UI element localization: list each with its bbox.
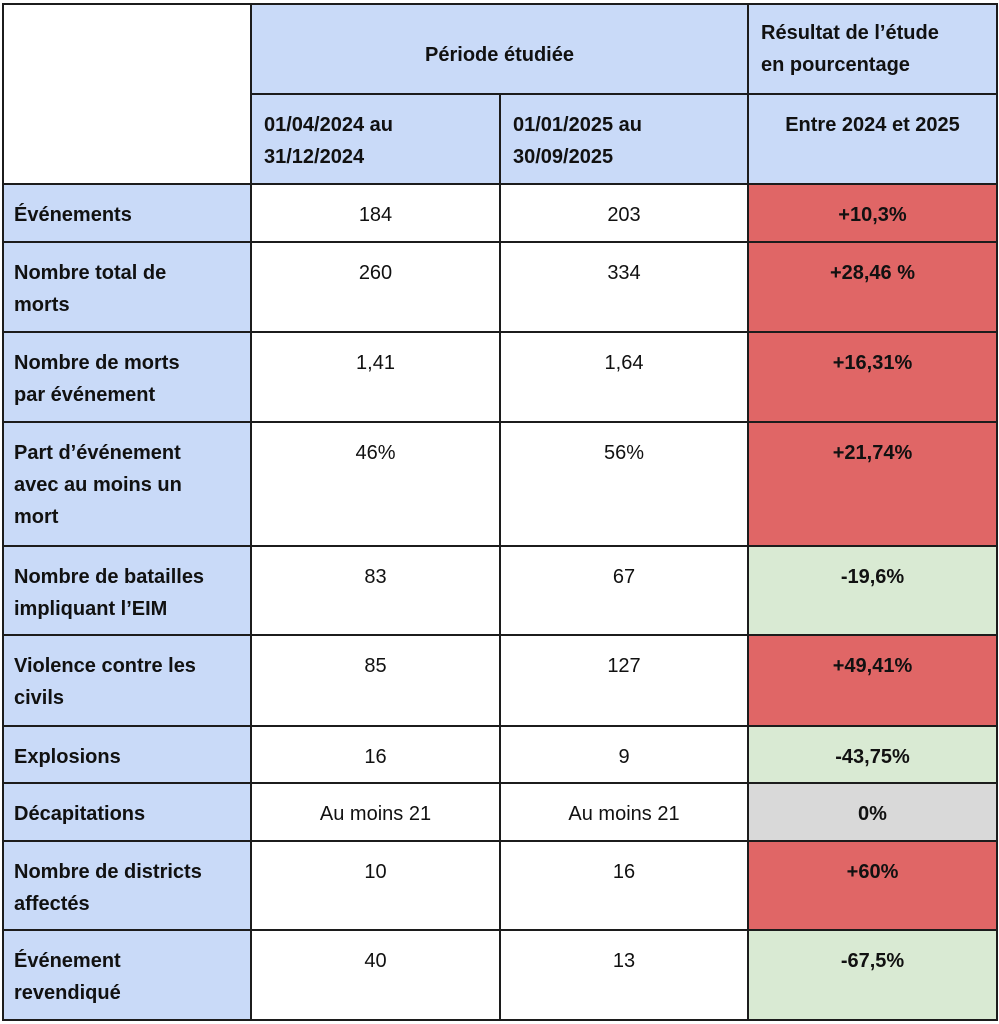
row-label: Nombre de morts par événement [2,331,252,423]
period2-value: 203 [499,183,749,243]
row-label-line: Événement [14,950,121,972]
period1-value: 85 [250,634,501,727]
period1-value: Au moins 21 [250,782,501,842]
row-label-line: Événements [14,204,132,226]
period-header: Période étudiée [250,3,749,95]
row-label-line: civils [14,687,65,709]
row-label: Nombre de batailles impliquant l’EIM [2,545,252,636]
table-row: Part d’événement avec au moins un mort 4… [2,421,998,547]
row-label-line: par événement [14,384,156,406]
table-row: Nombre total de morts 260 334 +28,46 % [2,241,998,333]
result-value: +60% [747,840,998,931]
result-value: -19,6% [747,545,998,636]
row-label: Nombre de districts affectés [2,840,252,931]
period1-value: 1,41 [250,331,501,423]
period2-value: Au moins 21 [499,782,749,842]
period1-value: 260 [250,241,501,333]
row-label: Violence contre les civils [2,634,252,727]
row-label-line: Nombre total de [14,262,167,284]
row-label-line: avec au moins un [14,474,182,496]
row-label-line: Nombre de morts [14,352,180,374]
row-label-line: Violence contre les [14,655,196,677]
result-value: +28,46 % [747,241,998,333]
period1-line1: 01/04/2024 au [264,114,393,136]
table-row: Explosions 16 9 -43,75% [2,725,998,784]
row-label-line: morts [14,294,70,316]
result-sub-header: Entre 2024 et 2025 [747,93,998,185]
result-value: 0% [747,782,998,842]
header-row-top: Période étudiée Résultat de l’étude en p… [2,3,998,185]
result-value: +21,74% [747,421,998,547]
period1-value: 16 [250,725,501,784]
row-label: Événements [2,183,252,243]
period1-value: 10 [250,840,501,931]
result-header-line2: en pourcentage [761,54,910,76]
period1-line2: 31/12/2024 [264,146,365,168]
row-label-line: Nombre de batailles [14,566,205,588]
row-label: Événement revendiqué [2,929,252,1021]
period2-value: 67 [499,545,749,636]
period2-value: 127 [499,634,749,727]
period2-value: 1,64 [499,331,749,423]
period2-value: 334 [499,241,749,333]
period1-value: 184 [250,183,501,243]
row-label-line: impliquant l’EIM [14,598,168,620]
table-row: Décapitations Au moins 21 Au moins 21 0% [2,782,998,842]
row-label: Part d’événement avec au moins un mort [2,421,252,547]
result-value: +16,31% [747,331,998,423]
result-value: -43,75% [747,725,998,784]
period1-value: 83 [250,545,501,636]
table-row: Événements 184 203 +10,3% [2,183,998,243]
table-row: Événement revendiqué 40 13 -67,5% [2,929,998,1021]
row-label: Décapitations [2,782,252,842]
period2-line2: 30/09/2025 [513,146,614,168]
comparison-table: Période étudiée Résultat de l’étude en p… [2,3,998,1021]
table-row: Nombre de batailles impliquant l’EIM 83 … [2,545,998,636]
row-label-line: Nombre de districts [14,861,202,883]
period2-value: 13 [499,929,749,1021]
period1-value: 46% [250,421,501,547]
period2-value: 16 [499,840,749,931]
period-header-label: Période étudiée [425,44,574,66]
period2-header: 01/01/2025 au 30/09/2025 [499,93,749,185]
result-value: +10,3% [747,183,998,243]
table-row: Nombre de morts par événement 1,41 1,64 … [2,331,998,423]
corner-cell [2,3,252,185]
result-value: -67,5% [747,929,998,1021]
row-label: Explosions [2,725,252,784]
period1-header: 01/04/2024 au 31/12/2024 [250,93,501,185]
row-label-line: mort [14,506,59,528]
row-label-line: Décapitations [14,803,146,825]
result-value: +49,41% [747,634,998,727]
row-label-line: Part d’événement [14,442,181,464]
header-row-sub: 01/04/2024 au 31/12/2024 01/01/2025 au 3… [3,93,998,185]
period2-value: 56% [499,421,749,547]
table-row: Nombre de districts affectés 10 16 +60% [2,840,998,931]
row-label-line: revendiqué [14,982,121,1004]
result-header-line1: Résultat de l’étude [761,22,939,44]
result-header: Résultat de l’étude en pourcentage [747,3,998,95]
row-label-line: Explosions [14,746,121,768]
period2-value: 9 [499,725,749,784]
result-sub-label: Entre 2024 et 2025 [785,114,960,136]
table-row: Violence contre les civils 85 127 +49,41… [2,634,998,727]
period1-value: 40 [250,929,501,1021]
period2-line1: 01/01/2025 au [513,114,642,136]
row-label: Nombre total de morts [2,241,252,333]
row-label-line: affectés [14,893,90,915]
